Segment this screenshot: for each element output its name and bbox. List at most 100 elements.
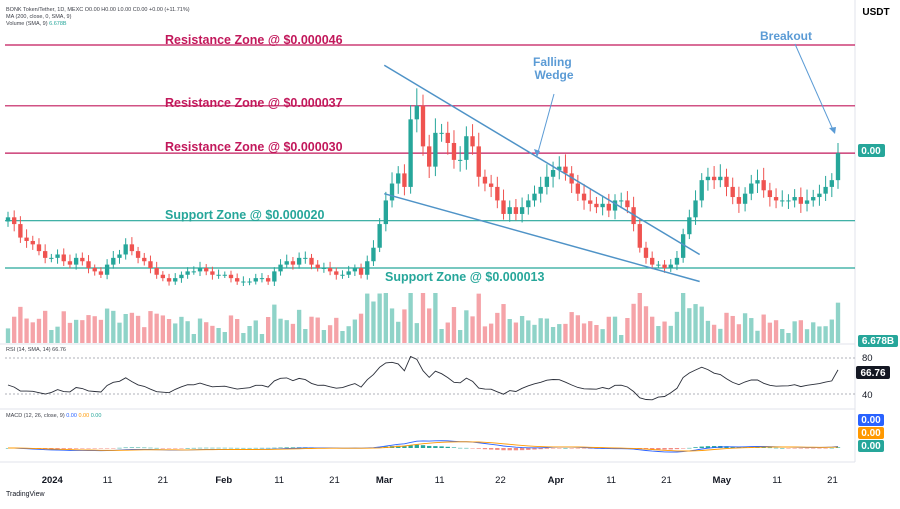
x-tick-9: Apr <box>548 475 565 486</box>
volume-bar-73 <box>457 330 463 343</box>
legend-macd-value-1: 0.00 <box>66 413 77 419</box>
volume-bar-102 <box>637 293 642 343</box>
zone-label-res-46: Resistance Zone @ $0.000046 <box>165 33 343 47</box>
macd-hist-112 <box>699 446 704 448</box>
volume-bar-0 <box>5 328 11 343</box>
candle-body-19 <box>123 244 128 255</box>
macd-hist-114 <box>711 446 717 448</box>
macd-pane <box>5 440 841 453</box>
candle-body-60 <box>377 224 382 248</box>
volume-bar-80 <box>501 304 506 343</box>
macd-hist-24 <box>154 447 159 449</box>
volume-tag-box <box>858 335 898 347</box>
volume-bar-89 <box>557 324 562 343</box>
candle-body-70 <box>439 132 444 134</box>
macd-hist-88 <box>550 448 556 449</box>
volume-bar-35 <box>222 332 227 343</box>
volume-bar-75 <box>470 316 475 343</box>
volume-bar-16 <box>104 308 110 343</box>
volume-bar-28 <box>179 316 184 343</box>
volume-bar-118 <box>736 324 742 343</box>
macd-hist-82 <box>513 448 519 451</box>
volume-bar-98 <box>612 316 618 343</box>
volume-bar-45 <box>284 320 289 343</box>
candle-body-131 <box>817 193 822 198</box>
volume-bar-109 <box>680 293 686 343</box>
candle-body-112 <box>699 180 704 201</box>
candles <box>5 88 841 286</box>
macd-hist-67 <box>420 445 426 448</box>
falling-wedge-label-line2: Wedge <box>534 68 573 82</box>
volume-bar-9 <box>61 311 66 343</box>
volume-bar-133 <box>829 319 834 343</box>
candle-body-39 <box>247 281 252 283</box>
macd-hist-45 <box>284 447 289 448</box>
macd-hist-130 <box>811 448 816 449</box>
rsi-line <box>7 355 839 401</box>
candle-body-4 <box>30 240 35 245</box>
volume-bar-74 <box>464 310 469 343</box>
candle-body-15 <box>98 271 104 275</box>
candle-body-22 <box>142 257 147 262</box>
macd-hist-14 <box>92 448 97 449</box>
candle-body-3 <box>24 237 29 241</box>
candle-body-45 <box>284 261 289 265</box>
candle-body-13 <box>86 261 91 268</box>
candle-body-94 <box>588 200 593 204</box>
candle-body-21 <box>135 251 141 258</box>
macd-hist-11 <box>73 448 79 449</box>
candle-body-47 <box>296 257 302 265</box>
volume-bar-126 <box>786 333 791 343</box>
candle-body-54 <box>340 274 345 276</box>
volume-bar-2 <box>18 306 23 343</box>
macd-hist-64 <box>402 445 407 448</box>
candle-body-41 <box>259 278 265 280</box>
volume-bar-57 <box>358 313 364 343</box>
volume-bar-79 <box>495 312 500 343</box>
volume-bar-62 <box>389 308 395 343</box>
candle-body-65 <box>408 119 413 187</box>
volume-bar-100 <box>625 318 630 343</box>
macd-hist-123 <box>767 447 773 449</box>
macd-hist-109 <box>680 448 686 449</box>
volume-bar-59 <box>371 301 376 343</box>
volume-bar-1 <box>12 316 17 343</box>
macd-hist-10 <box>67 448 73 449</box>
candle-body-26 <box>166 278 172 282</box>
candle-body-111 <box>693 200 698 218</box>
macd-hist-15 <box>98 448 104 449</box>
volume-bar-112 <box>699 306 704 343</box>
candle-body-24 <box>154 268 159 275</box>
macd-hist-76 <box>476 448 481 449</box>
volume-bar-36 <box>228 315 234 343</box>
volume-bar-30 <box>191 334 196 343</box>
candle-body-129 <box>804 200 810 204</box>
macd-hist-70 <box>439 446 444 448</box>
volume-bar-54 <box>340 331 345 343</box>
candle-body-90 <box>563 166 568 174</box>
volume-bar-88 <box>550 327 556 343</box>
candle-body-36 <box>228 274 234 279</box>
volume-bar-96 <box>600 329 605 343</box>
candle-body-11 <box>73 257 79 265</box>
tradingview-logo[interactable]: TradingView <box>6 491 45 498</box>
candle-body-73 <box>457 159 463 161</box>
macd-hist-34 <box>216 447 221 449</box>
falling-wedge-label-line1: Falling <box>533 55 572 69</box>
macd-hist-125 <box>780 447 785 449</box>
volume-bar-123 <box>767 322 773 343</box>
volume-bar-67 <box>420 293 426 343</box>
volume-bar-47 <box>296 309 302 343</box>
candle-body-44 <box>278 264 283 272</box>
x-tick-1: 11 <box>103 475 113 486</box>
volume-bar-81 <box>507 319 512 343</box>
macd-hist-122 <box>761 447 766 448</box>
macd-hist-87 <box>544 448 550 449</box>
candle-body-124 <box>773 197 779 201</box>
volume-bar-22 <box>142 327 147 343</box>
macd-hist-38 <box>241 447 246 449</box>
candle-body-76 <box>476 146 481 177</box>
legend-volume: Volume (SMA, 9) 6.678B <box>6 21 67 27</box>
